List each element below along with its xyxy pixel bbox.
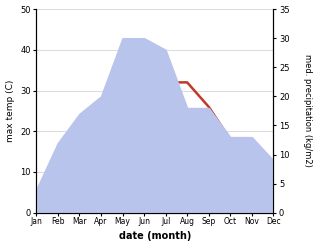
X-axis label: date (month): date (month) — [119, 231, 191, 242]
Y-axis label: med. precipitation (kg/m2): med. precipitation (kg/m2) — [303, 54, 313, 167]
Y-axis label: max temp (C): max temp (C) — [5, 80, 15, 142]
